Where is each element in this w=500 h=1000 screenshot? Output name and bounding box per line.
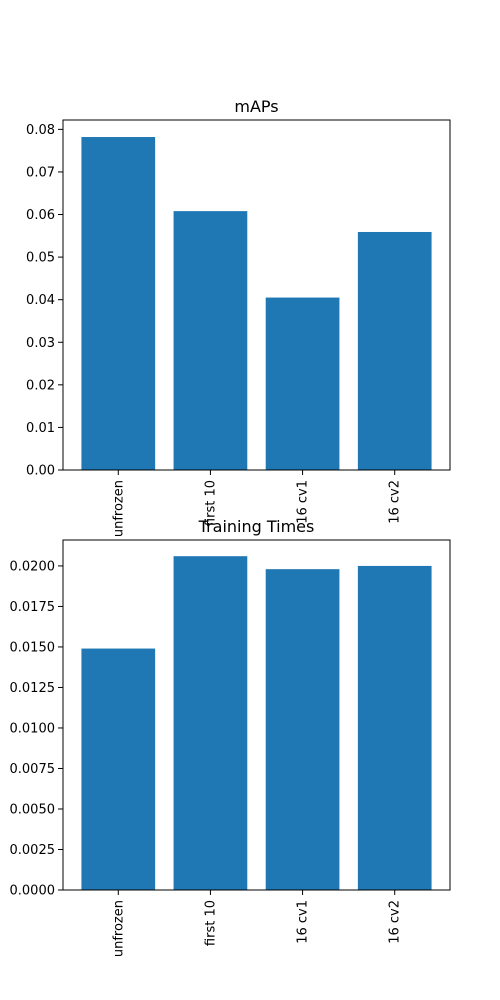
bar-training-times-unfrozen bbox=[81, 648, 156, 890]
x-tick-label: first 10 bbox=[203, 900, 218, 946]
x-tick-label: unfrozen bbox=[111, 900, 126, 957]
training-times-chart: 0.0000 0.0025 0.0050 0.0075 0.0100 0.0125 0.01… bbox=[10, 517, 451, 957]
bar-training-times-16-cv2 bbox=[357, 565, 432, 890]
y-tick-label: 0.05 bbox=[26, 251, 55, 266]
bar-training-times-first-10 bbox=[173, 556, 248, 890]
y-tick-label: 0.0050 bbox=[10, 802, 56, 817]
y-tick-label: 0.03 bbox=[26, 336, 55, 351]
y-tick-label: 0.0150 bbox=[10, 640, 56, 655]
y-tick-label: 0.01 bbox=[26, 421, 55, 436]
x-tick-label: 16 cv2 bbox=[388, 480, 403, 524]
axes-frame bbox=[62, 539, 451, 891]
y-tick-label: 0.0100 bbox=[10, 721, 56, 736]
x-tick-label: 16 cv1 bbox=[296, 900, 311, 944]
y-tick-label: 0.0200 bbox=[10, 559, 56, 574]
x-tick-label: unfrozen bbox=[111, 480, 126, 537]
maps-chart: 0.00 0.01 0.02 0.03 0.04 0.05 0.06 0.07 0.08 unfr… bbox=[26, 97, 451, 537]
chart-title: Training Times bbox=[198, 517, 315, 536]
bar-training-times-16-cv1 bbox=[265, 569, 340, 890]
y-tick-label: 0.00 bbox=[26, 464, 55, 479]
axes-frame bbox=[62, 119, 451, 471]
y-tick-label: 0.0175 bbox=[10, 600, 56, 615]
y-tick-label: 0.08 bbox=[26, 123, 55, 138]
x-tick-label: 16 cv2 bbox=[388, 900, 403, 944]
x-tick-label: first 10 bbox=[203, 480, 218, 526]
y-tick-label: 0.0000 bbox=[10, 884, 56, 899]
y-tick-label: 0.0075 bbox=[10, 762, 56, 777]
chart-title: mAPs bbox=[234, 97, 278, 116]
y-tick-label: 0.0025 bbox=[10, 843, 56, 858]
y-tick-label: 0.06 bbox=[26, 208, 55, 223]
y-tick-label: 0.04 bbox=[26, 293, 55, 308]
y-tick-label: 0.02 bbox=[26, 378, 55, 393]
bar-maps-unfrozen bbox=[81, 137, 156, 470]
bar-maps-first-10 bbox=[173, 211, 248, 470]
y-tick-label: 0.07 bbox=[26, 165, 55, 180]
bar-maps-16-cv1 bbox=[265, 297, 340, 470]
bar-maps-16-cv2 bbox=[357, 231, 432, 470]
x-tick-label: 16 cv1 bbox=[296, 480, 311, 524]
y-tick-label: 0.0125 bbox=[10, 681, 56, 696]
